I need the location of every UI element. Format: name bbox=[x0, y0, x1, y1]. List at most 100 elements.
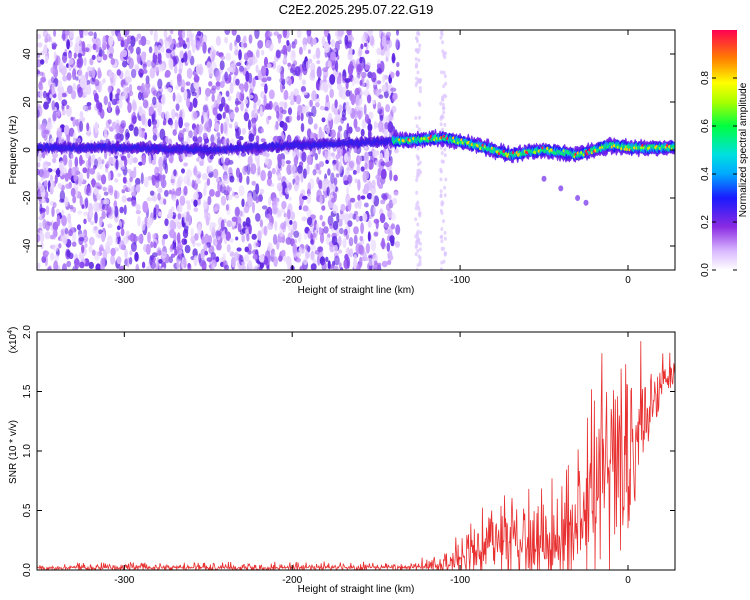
noise-blob bbox=[305, 244, 310, 251]
noise-blob bbox=[194, 233, 199, 241]
noise-blob bbox=[76, 63, 82, 68]
noise-blob bbox=[244, 98, 248, 105]
noise-blob bbox=[247, 250, 252, 255]
noise-blob bbox=[111, 30, 116, 37]
noise-blob bbox=[44, 251, 50, 256]
noise-blob bbox=[350, 93, 356, 106]
noise-blob bbox=[59, 198, 65, 203]
noise-blob bbox=[102, 54, 108, 61]
noise-blob bbox=[149, 30, 154, 36]
noise-blob bbox=[288, 115, 293, 122]
noise-blob bbox=[83, 218, 87, 225]
noise-blob bbox=[193, 127, 198, 138]
noise-blob bbox=[261, 77, 268, 83]
noise-blob bbox=[61, 99, 68, 106]
noise-blob bbox=[347, 220, 353, 228]
noise-blob bbox=[209, 221, 216, 233]
noise-blob bbox=[443, 251, 447, 256]
noise-blob bbox=[37, 91, 40, 98]
noise-blob bbox=[107, 184, 114, 193]
noise-blob bbox=[300, 112, 304, 122]
noise-blob bbox=[346, 30, 352, 36]
noise-blob bbox=[81, 41, 86, 53]
noise-blob bbox=[116, 88, 121, 95]
noise-blob bbox=[305, 60, 311, 70]
noise-blob bbox=[197, 136, 203, 143]
noise-blob bbox=[283, 212, 287, 218]
branch-cell bbox=[575, 195, 581, 201]
noise-blob bbox=[307, 182, 312, 194]
noise-blob bbox=[116, 225, 121, 231]
noise-blob bbox=[87, 66, 93, 72]
noise-blob bbox=[37, 233, 41, 243]
noise-blob bbox=[168, 38, 174, 51]
noise-blob bbox=[62, 263, 67, 270]
noise-blob bbox=[107, 101, 112, 113]
noise-blob bbox=[384, 49, 390, 58]
noise-blob bbox=[214, 122, 220, 131]
noise-blob bbox=[205, 216, 210, 226]
noise-blob bbox=[319, 232, 325, 244]
noise-blob bbox=[251, 117, 257, 124]
noise-blob bbox=[335, 60, 339, 72]
noise-blob bbox=[97, 156, 102, 165]
noise-blob bbox=[364, 171, 370, 180]
noise-blob bbox=[170, 253, 176, 258]
noise-blob bbox=[416, 39, 419, 44]
noise-blob bbox=[385, 149, 390, 160]
noise-blob bbox=[137, 53, 141, 65]
noise-blob bbox=[138, 39, 142, 45]
noise-blob bbox=[195, 179, 202, 184]
noise-blob bbox=[307, 49, 311, 54]
noise-blob bbox=[275, 49, 281, 59]
noise-blob bbox=[281, 109, 287, 115]
noise-blob bbox=[171, 108, 176, 120]
noise-blob bbox=[267, 222, 274, 231]
noise-blob bbox=[193, 111, 199, 119]
noise-blob bbox=[141, 51, 146, 63]
noise-blob bbox=[280, 158, 285, 168]
noise-blob bbox=[439, 208, 443, 213]
noise-blob bbox=[309, 99, 314, 108]
noise-blob bbox=[138, 161, 143, 166]
noise-blob bbox=[226, 194, 233, 201]
noise-blob bbox=[119, 99, 123, 109]
spectrogram-x-ticks: -300 -200 -100 0 bbox=[114, 30, 631, 286]
noise-blob bbox=[340, 267, 344, 270]
noise-blob bbox=[284, 187, 290, 195]
noise-blob bbox=[439, 122, 443, 127]
noise-blob bbox=[305, 111, 312, 118]
noise-blob bbox=[376, 176, 380, 187]
noise-blob bbox=[39, 212, 43, 219]
noise-blob bbox=[82, 30, 89, 36]
noise-blob bbox=[439, 193, 443, 198]
noise-blob bbox=[149, 67, 156, 79]
noise-blob bbox=[251, 180, 256, 186]
noise-blob bbox=[93, 187, 98, 195]
noise-blob bbox=[336, 35, 342, 41]
noise-blob bbox=[392, 197, 397, 205]
noise-blob bbox=[273, 31, 280, 36]
noise-blob bbox=[208, 81, 213, 87]
noise-blob bbox=[325, 159, 329, 164]
noise-blob bbox=[161, 266, 165, 270]
noise-blob bbox=[164, 111, 170, 121]
noise-blob bbox=[226, 220, 233, 228]
noise-blob bbox=[71, 90, 77, 100]
noise-blob bbox=[79, 154, 83, 167]
noise-blob bbox=[266, 177, 272, 187]
spectrogram-signal-band bbox=[37, 128, 675, 206]
noise-blob bbox=[333, 177, 338, 186]
noise-blob bbox=[414, 252, 418, 257]
noise-blob bbox=[86, 167, 90, 180]
noise-blob bbox=[137, 215, 141, 227]
noise-blob bbox=[128, 83, 133, 93]
noise-blob bbox=[332, 220, 339, 231]
noise-blob bbox=[45, 33, 51, 42]
noise-blob bbox=[391, 56, 396, 62]
noise-blob bbox=[225, 231, 231, 241]
noise-blob bbox=[106, 245, 111, 255]
noise-blob bbox=[318, 169, 322, 175]
noise-blob bbox=[282, 44, 288, 56]
noise-blob bbox=[118, 240, 125, 250]
